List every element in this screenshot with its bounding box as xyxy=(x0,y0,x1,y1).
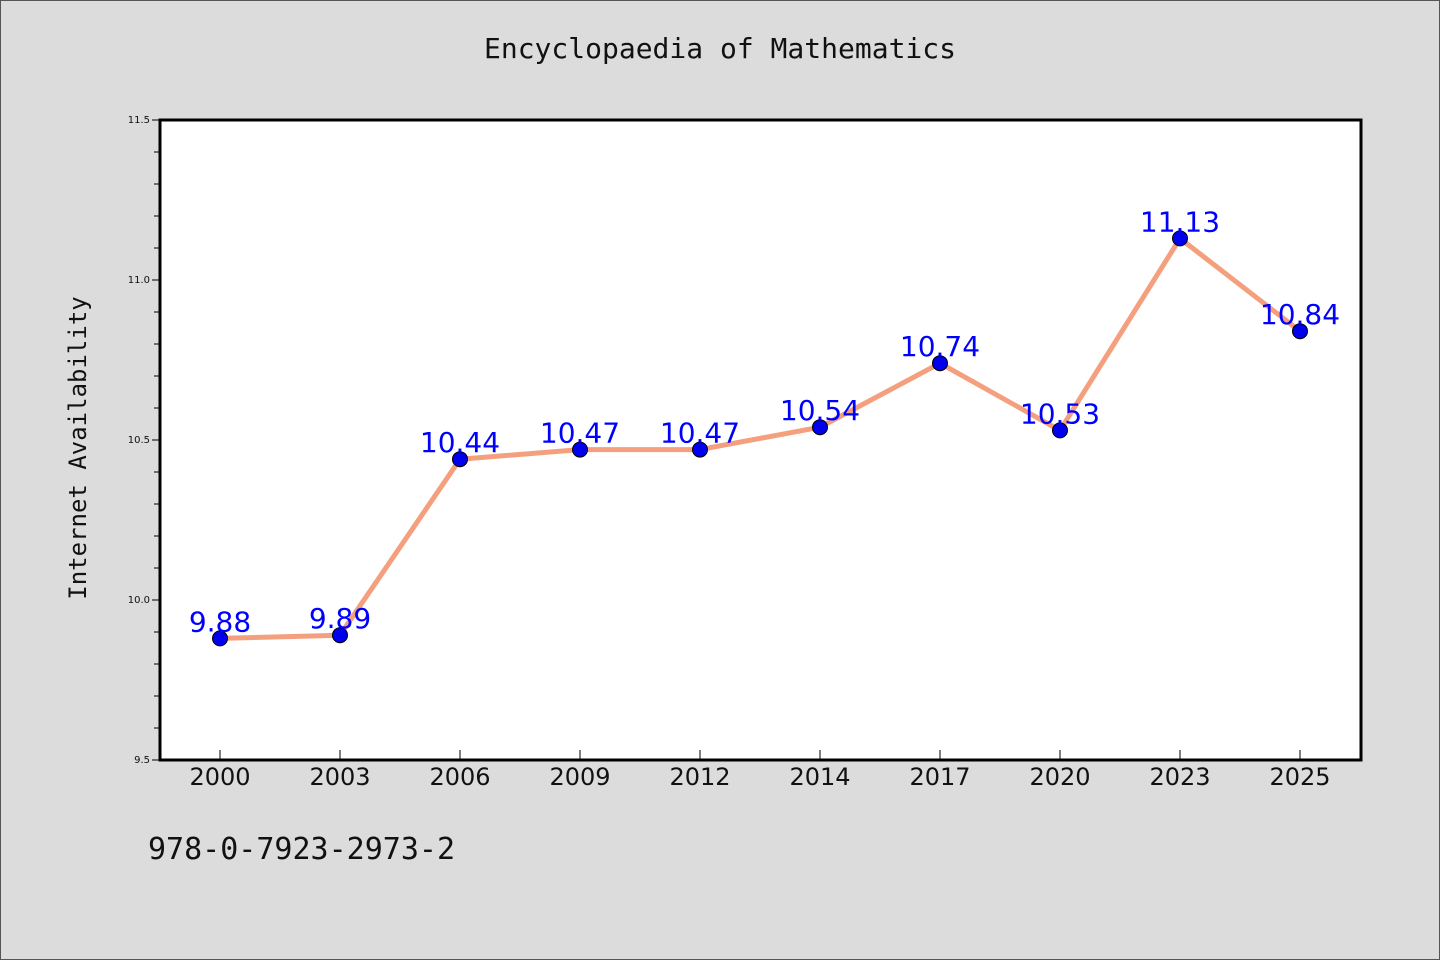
data-point xyxy=(692,441,708,458)
data-label: 10.54 xyxy=(780,394,860,427)
markers-group xyxy=(212,230,1308,647)
x-tick-label: 2003 xyxy=(309,763,370,791)
data-label: 10.53 xyxy=(1020,397,1100,430)
chart-title: Encyclopaedia of Mathematics xyxy=(483,32,956,65)
data-label: 10.74 xyxy=(900,330,980,363)
y-tick-label: 9.5 xyxy=(134,755,150,766)
y-tick-label: 11.5 xyxy=(128,115,150,126)
data-point xyxy=(212,630,228,647)
x-tick-label: 2006 xyxy=(429,763,490,791)
y-axis-label: Internet Availability xyxy=(64,296,92,599)
x-axis: 2000 2003 2006 2009 2012 2014 2017 2020 2023 2025 xyxy=(189,750,1331,791)
footer-code: 978-0-7923-2973-2 xyxy=(148,832,456,867)
data-point xyxy=(1172,230,1188,247)
data-point xyxy=(932,355,948,372)
x-tick-label: 2017 xyxy=(909,763,970,791)
x-tick-label: 2012 xyxy=(669,763,730,791)
data-labels-group: 9.88 9.89 10.44 10.47 10.47 10.54 10.74 10.53 11… xyxy=(189,205,1340,638)
data-point xyxy=(812,419,828,436)
data-label: 9.89 xyxy=(309,602,371,635)
x-tick-label: 2014 xyxy=(789,763,850,791)
y-tick-label: 10.0 xyxy=(128,595,150,606)
x-tick-label: 2020 xyxy=(1029,763,1090,791)
data-label: 10.47 xyxy=(540,417,620,450)
x-tick-label: 2000 xyxy=(189,763,250,791)
data-point xyxy=(572,441,588,458)
data-point xyxy=(1292,323,1308,340)
series-line xyxy=(217,235,1303,641)
y-tick-label: 11.0 xyxy=(128,275,150,286)
data-point xyxy=(452,451,468,468)
y-tick-label: 10.5 xyxy=(128,435,150,446)
data-label: 10.84 xyxy=(1260,298,1340,331)
data-point xyxy=(332,627,348,644)
x-tick-label: 2025 xyxy=(1269,763,1330,791)
data-label: 9.88 xyxy=(189,605,251,638)
data-label: 11.13 xyxy=(1140,205,1220,238)
x-tick-label: 2009 xyxy=(549,763,610,791)
data-label: 10.44 xyxy=(420,426,500,459)
series-line-group xyxy=(217,235,1303,641)
data-point xyxy=(1052,422,1068,439)
y-axis: 9.5 10.0 10.5 11.0 11.5 xyxy=(128,115,160,766)
data-label: 10.47 xyxy=(660,417,740,450)
x-tick-label: 2023 xyxy=(1149,763,1210,791)
